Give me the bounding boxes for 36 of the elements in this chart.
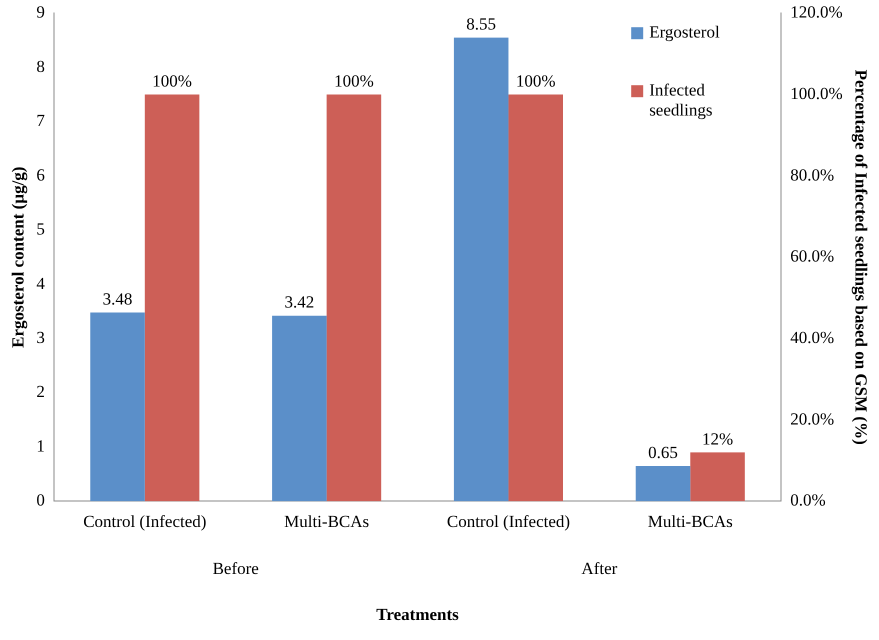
y2-tick-label: 120.0% — [790, 2, 843, 22]
y-axis-title: Ergosterol content (µg/g) — [8, 166, 28, 348]
y-tick-label: 5 — [36, 220, 45, 239]
y2-tick-label: 100.0% — [790, 84, 843, 103]
data-label: 3.42 — [284, 292, 314, 312]
data-label: 8.55 — [466, 14, 496, 34]
y2-tick-label: 20.0% — [790, 409, 834, 428]
legend-label: Ergosterol — [649, 22, 720, 42]
data-label: 100% — [334, 72, 374, 90]
x-tick-label: Multi-BCAs — [284, 512, 370, 531]
x-tick-label: Multi-BCAs — [648, 512, 733, 531]
data-label: 0.65 — [648, 442, 678, 462]
text: Before — [212, 559, 259, 578]
y-tick-label: 1 — [36, 436, 45, 456]
data-label: 3.48 — [102, 289, 132, 308]
y-tick-label: 9 — [36, 2, 45, 22]
y2-tick-label: 80.0% — [790, 165, 834, 184]
y2-tick-label: 40.0% — [790, 328, 834, 347]
y-tick-label: 4 — [36, 274, 46, 293]
x-tick-label: Control (Infected) — [446, 512, 570, 531]
data-label: 100% — [152, 72, 192, 90]
y-tick-label: 6 — [36, 165, 45, 184]
y-tick-label: 7 — [36, 111, 46, 130]
y-tick-label: 0 — [36, 490, 45, 510]
y2-tick-label: 0.0% — [790, 490, 826, 510]
x-tick-label: Control (Infected) — [83, 512, 206, 531]
text: After — [581, 559, 618, 578]
y2-axis-title: Percentage of Infected seedlings based on GSM (%) — [851, 70, 870, 445]
y-tick-label: 3 — [36, 328, 45, 347]
data-label: 100% — [516, 72, 556, 90]
data-label: 12% — [702, 429, 734, 448]
y-tick-label: 8 — [36, 56, 45, 76]
y2-tick-label: 60.0% — [790, 246, 834, 266]
y-tick-label: 2 — [36, 382, 45, 402]
legend-label: Infected seedlings — [649, 80, 712, 120]
x-axis-title: Treatments — [376, 605, 460, 624]
